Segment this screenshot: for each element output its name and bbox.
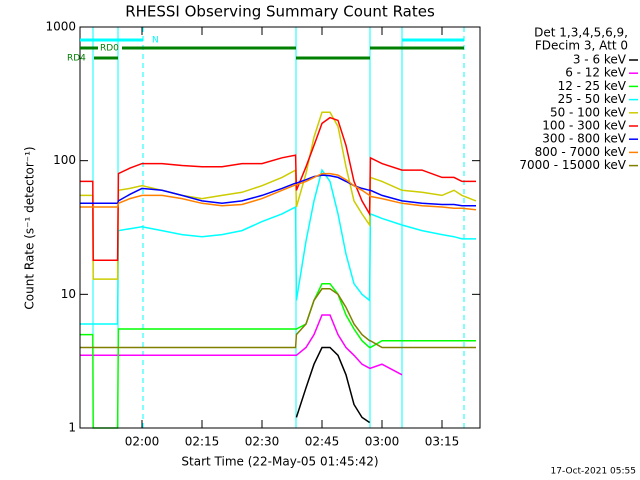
legend-label: 100 - 300 keV: [542, 119, 626, 133]
series-line: [80, 172, 477, 211]
series-line: [80, 116, 476, 261]
legend-label: 25 - 50 keV: [558, 92, 627, 106]
chart-title: RHESSI Observing Summary Count Rates: [125, 3, 435, 21]
y-axis-label: Count Rate (s⁻¹ detector⁻¹): [23, 146, 37, 309]
series-line: [80, 288, 476, 349]
x-axis-label: Start Time (22-May-05 01:45:42): [181, 455, 378, 469]
flag-label: N: [152, 36, 159, 46]
y-tick-label: 10: [61, 287, 76, 301]
legend-label: 50 - 100 keV: [550, 105, 627, 119]
x-tick-label: 02:30: [245, 435, 280, 449]
series-line: [80, 174, 476, 207]
legend-label: 7000 - 15000 keV: [519, 158, 626, 172]
y-tick-label: 100: [53, 153, 76, 167]
x-tick-label: 02:15: [185, 435, 220, 449]
x-tick-label: 03:00: [365, 435, 400, 449]
plot-area: [80, 27, 477, 429]
legend-label: 800 - 7000 keV: [535, 145, 627, 159]
x-tick-label: 02:00: [125, 435, 160, 449]
series-line: [80, 168, 476, 325]
x-tick-label: 02:45: [305, 435, 340, 449]
series-line: [80, 314, 403, 376]
footer: 17-Oct-2021 05:55: [551, 467, 636, 477]
legend-label: 300 - 800 keV: [542, 132, 626, 146]
y-tick-label: 1: [68, 421, 76, 435]
x-tick-label: 03:15: [425, 435, 460, 449]
legend-header: Det 1,3,4,5,6,9,: [534, 26, 628, 40]
legend-label: 12 - 25 keV: [558, 79, 627, 93]
flag-label: RD0: [100, 44, 119, 54]
legend-header: FDecim 3, Att 0: [535, 39, 628, 53]
legend-label: 3 - 6 keV: [573, 53, 627, 67]
series-line: [80, 111, 477, 280]
flag-label: RD4: [67, 54, 86, 64]
y-tick-label: 1000: [45, 20, 76, 34]
axes-frame: [79, 26, 481, 429]
series-line: [295, 346, 371, 424]
legend-label: 6 - 12 keV: [565, 66, 627, 80]
